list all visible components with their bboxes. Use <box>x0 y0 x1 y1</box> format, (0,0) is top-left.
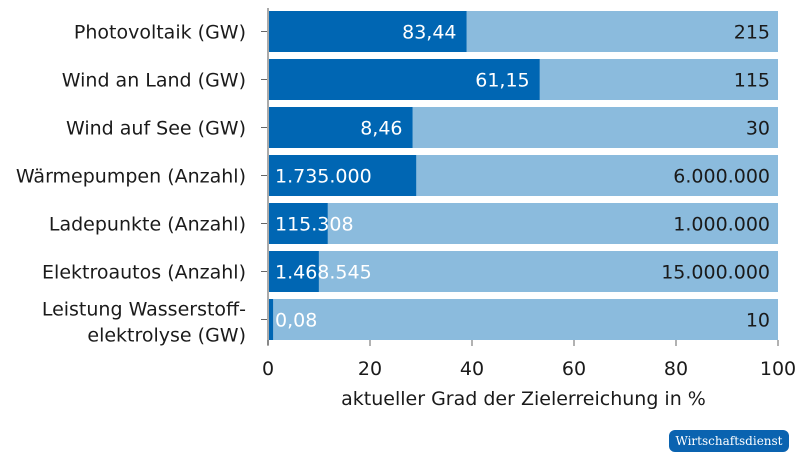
current-value-label: 115.308 <box>275 214 354 236</box>
category-label: Wind an Land (GW) <box>62 70 246 92</box>
target-value-label: 10 <box>746 310 770 332</box>
current-bar <box>269 251 319 292</box>
current-value-label: 0,08 <box>275 310 317 332</box>
current-value-label: 83,44 <box>402 22 456 44</box>
target-value-label: 15.000.000 <box>661 262 770 284</box>
category-label: Wind auf See (GW) <box>66 118 246 140</box>
target-value-label: 30 <box>746 118 770 140</box>
current-bar <box>269 299 274 340</box>
current-bar <box>269 155 417 196</box>
target-value-label: 115 <box>734 70 770 92</box>
current-bar <box>269 107 413 148</box>
target-bar <box>269 299 778 340</box>
target-bar <box>269 203 778 244</box>
category-label: Ladepunkte (Anzahl) <box>49 214 246 236</box>
category-label: Wärmepumpen (Anzahl) <box>16 166 246 188</box>
x-tick-label: 20 <box>358 358 382 380</box>
current-value-label: 1.468.545 <box>275 262 372 284</box>
target-value-label: 6.000.000 <box>673 166 770 188</box>
x-tick-label: 60 <box>562 358 586 380</box>
category-label: elektrolyse (GW) <box>87 325 246 347</box>
x-axis-title: aktueller Grad der Zielerreichung in % <box>341 388 706 410</box>
x-tick-label: 80 <box>664 358 688 380</box>
current-value-label: 1.735.000 <box>275 166 372 188</box>
category-label: Photovoltaik (GW) <box>74 22 246 44</box>
x-tick-label: 40 <box>460 358 484 380</box>
current-bar <box>269 59 540 100</box>
x-tick-label: 0 <box>262 358 274 380</box>
current-value-label: 61,15 <box>475 70 529 92</box>
target-bar <box>269 251 778 292</box>
target-value-label: 1.000.000 <box>673 214 770 236</box>
wirtschaftsdienst-logo: Wirtschaftsdienst <box>669 430 789 452</box>
current-bar <box>269 11 467 52</box>
current-bar <box>269 203 328 244</box>
category-label: Leistung Wasserstoff- <box>42 299 246 321</box>
x-tick-label: 100 <box>760 358 796 380</box>
current-value-label: 8,46 <box>360 118 402 140</box>
category-label: Elektroautos (Anzahl) <box>42 262 246 284</box>
target-value-label: 215 <box>734 22 770 44</box>
